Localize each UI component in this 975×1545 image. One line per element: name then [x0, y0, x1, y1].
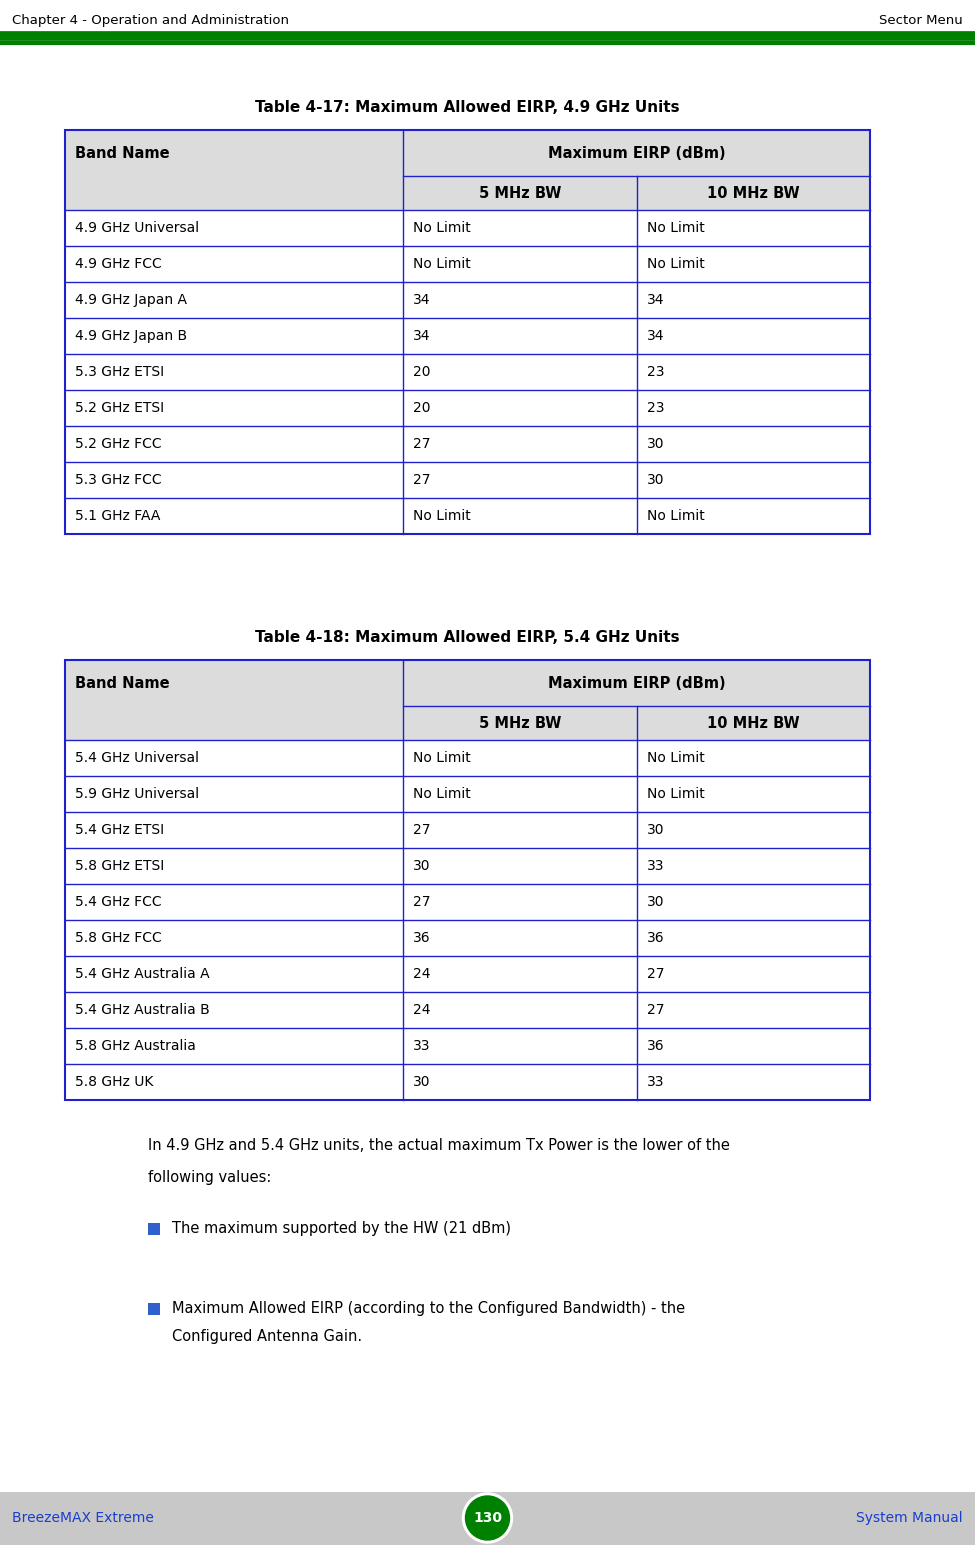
Text: 5.1 GHz FAA: 5.1 GHz FAA — [75, 508, 160, 524]
Text: Configured Antenna Gain.: Configured Antenna Gain. — [172, 1330, 362, 1344]
Text: 24: 24 — [413, 1003, 431, 1017]
Text: No Limit: No Limit — [413, 508, 471, 524]
Text: The maximum supported by the HW (21 dBm): The maximum supported by the HW (21 dBm) — [172, 1222, 511, 1236]
Text: 27: 27 — [413, 437, 431, 451]
Text: 5.9 GHz Universal: 5.9 GHz Universal — [75, 786, 199, 800]
Circle shape — [465, 1496, 510, 1540]
Text: 33: 33 — [646, 1075, 664, 1089]
Text: Table 4-17: Maximum Allowed EIRP, 4.9 GHz Units: Table 4-17: Maximum Allowed EIRP, 4.9 GH… — [255, 100, 680, 114]
Circle shape — [462, 1492, 513, 1543]
Text: 23: 23 — [646, 365, 664, 379]
Bar — [65, 660, 870, 740]
Bar — [65, 660, 870, 1100]
Bar — [65, 130, 870, 535]
Text: 5.4 GHz Universal: 5.4 GHz Universal — [75, 751, 199, 765]
Text: 5.4 GHz Australia B: 5.4 GHz Australia B — [75, 1003, 210, 1017]
Text: 5.2 GHz ETSI: 5.2 GHz ETSI — [75, 402, 164, 416]
Text: 34: 34 — [413, 329, 431, 343]
Text: 27: 27 — [646, 1003, 664, 1017]
Text: 4.9 GHz Universal: 4.9 GHz Universal — [75, 221, 199, 235]
Text: 33: 33 — [413, 1038, 431, 1054]
Text: 130: 130 — [473, 1511, 502, 1525]
Text: 5.2 GHz FCC: 5.2 GHz FCC — [75, 437, 162, 451]
Text: Sector Menu: Sector Menu — [879, 14, 963, 26]
Text: 30: 30 — [413, 859, 431, 873]
Text: Maximum EIRP (dBm): Maximum EIRP (dBm) — [548, 145, 725, 161]
Text: 23: 23 — [646, 402, 664, 416]
Text: No Limit: No Limit — [646, 751, 704, 765]
Text: 4.9 GHz Japan B: 4.9 GHz Japan B — [75, 329, 187, 343]
Bar — [65, 740, 870, 1100]
Text: 36: 36 — [646, 1038, 664, 1054]
Text: 5.3 GHz ETSI: 5.3 GHz ETSI — [75, 365, 164, 379]
Text: Chapter 4 - Operation and Administration: Chapter 4 - Operation and Administration — [12, 14, 289, 26]
Text: Band Name: Band Name — [75, 145, 170, 161]
Text: 5.8 GHz Australia: 5.8 GHz Australia — [75, 1038, 196, 1054]
Text: 5.4 GHz Australia A: 5.4 GHz Australia A — [75, 967, 210, 981]
Text: following values:: following values: — [148, 1170, 271, 1185]
Text: 30: 30 — [646, 437, 664, 451]
Text: 4.9 GHz FCC: 4.9 GHz FCC — [75, 256, 162, 270]
Text: 5 MHz BW: 5 MHz BW — [479, 185, 561, 201]
Text: 5.4 GHz FCC: 5.4 GHz FCC — [75, 895, 162, 908]
Text: 34: 34 — [413, 294, 431, 307]
Text: 5.8 GHz FCC: 5.8 GHz FCC — [75, 932, 162, 946]
Text: 20: 20 — [413, 402, 431, 416]
Text: 30: 30 — [413, 1075, 431, 1089]
Text: 34: 34 — [646, 294, 664, 307]
Text: 30: 30 — [646, 473, 664, 487]
Text: 27: 27 — [413, 895, 431, 908]
Bar — [148, 1302, 160, 1315]
Text: 36: 36 — [413, 932, 431, 946]
Bar — [65, 210, 870, 535]
Text: Maximum EIRP (dBm): Maximum EIRP (dBm) — [548, 675, 725, 691]
Text: 10 MHz BW: 10 MHz BW — [707, 715, 800, 731]
Text: 24: 24 — [413, 967, 431, 981]
Text: No Limit: No Limit — [646, 256, 704, 270]
Text: BreezeMAX Extreme: BreezeMAX Extreme — [12, 1511, 154, 1525]
Text: 4.9 GHz Japan A: 4.9 GHz Japan A — [75, 294, 187, 307]
Text: Table 4-18: Maximum Allowed EIRP, 5.4 GHz Units: Table 4-18: Maximum Allowed EIRP, 5.4 GH… — [255, 630, 680, 644]
Text: 27: 27 — [413, 473, 431, 487]
Text: 5.8 GHz ETSI: 5.8 GHz ETSI — [75, 859, 164, 873]
Text: 5.4 GHz ETSI: 5.4 GHz ETSI — [75, 823, 164, 837]
Bar — [65, 130, 870, 210]
Text: 30: 30 — [646, 895, 664, 908]
Text: 33: 33 — [646, 859, 664, 873]
Text: 10 MHz BW: 10 MHz BW — [707, 185, 800, 201]
Text: 20: 20 — [413, 365, 431, 379]
Text: Maximum Allowed EIRP (according to the Configured Bandwidth) - the: Maximum Allowed EIRP (according to the C… — [172, 1301, 685, 1316]
Text: 30: 30 — [646, 823, 664, 837]
Text: 27: 27 — [413, 823, 431, 837]
Text: No Limit: No Limit — [413, 751, 471, 765]
Bar — [148, 1224, 160, 1234]
Text: No Limit: No Limit — [413, 786, 471, 800]
Text: No Limit: No Limit — [413, 221, 471, 235]
Text: No Limit: No Limit — [646, 508, 704, 524]
Text: 5.3 GHz FCC: 5.3 GHz FCC — [75, 473, 162, 487]
Text: In 4.9 GHz and 5.4 GHz units, the actual maximum Tx Power is the lower of the: In 4.9 GHz and 5.4 GHz units, the actual… — [148, 1139, 730, 1153]
Text: No Limit: No Limit — [646, 786, 704, 800]
Text: 36: 36 — [646, 932, 664, 946]
Text: 34: 34 — [646, 329, 664, 343]
Text: 5.8 GHz UK: 5.8 GHz UK — [75, 1075, 153, 1089]
Bar — [0, 1492, 975, 1545]
Text: No Limit: No Limit — [646, 221, 704, 235]
Text: System Manual: System Manual — [856, 1511, 963, 1525]
Text: 27: 27 — [646, 967, 664, 981]
Text: No Limit: No Limit — [413, 256, 471, 270]
Text: 5 MHz BW: 5 MHz BW — [479, 715, 561, 731]
Text: Band Name: Band Name — [75, 675, 170, 691]
